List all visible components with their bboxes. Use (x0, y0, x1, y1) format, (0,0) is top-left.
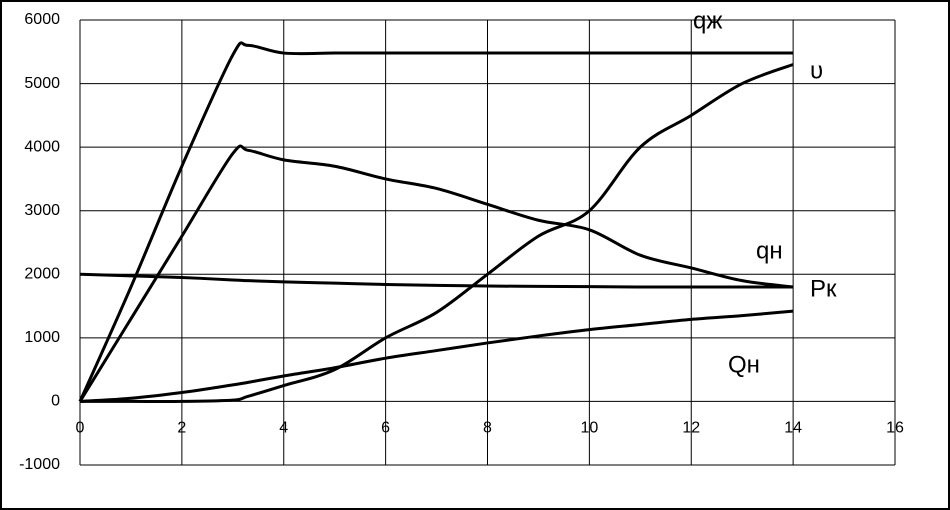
x-tick-label: 12 (682, 420, 700, 437)
y-tick-label: 2000 (24, 266, 60, 283)
y-tick-label: 0 (51, 393, 60, 410)
series-line (78, 144, 794, 403)
y-tick-label: 6000 (24, 11, 60, 28)
x-tick-label: 8 (483, 420, 492, 437)
series-line (79, 63, 794, 404)
series-label: qж (693, 7, 722, 34)
series-line (78, 41, 794, 403)
y-tick-label: 3000 (24, 202, 60, 219)
series-line (79, 309, 794, 403)
y-tick-label: -1000 (19, 456, 60, 473)
y-tick-label: 5000 (24, 75, 60, 92)
x-tick-label: 6 (381, 420, 390, 437)
series-label: qн (756, 237, 783, 264)
x-tick-label: 14 (784, 420, 802, 437)
x-tick-label: 0 (76, 420, 85, 437)
y-tick-label: 1000 (24, 329, 60, 346)
x-tick-label: 10 (580, 420, 598, 437)
series-label: Pк (810, 275, 837, 302)
series-label: Qн (728, 351, 760, 378)
x-tick-label: 16 (886, 420, 904, 437)
series-line (79, 272, 794, 289)
series-label: υ (810, 57, 823, 84)
x-tick-label: 2 (177, 420, 186, 437)
x-tick-label: 4 (279, 420, 288, 437)
y-tick-label: 4000 (24, 138, 60, 155)
